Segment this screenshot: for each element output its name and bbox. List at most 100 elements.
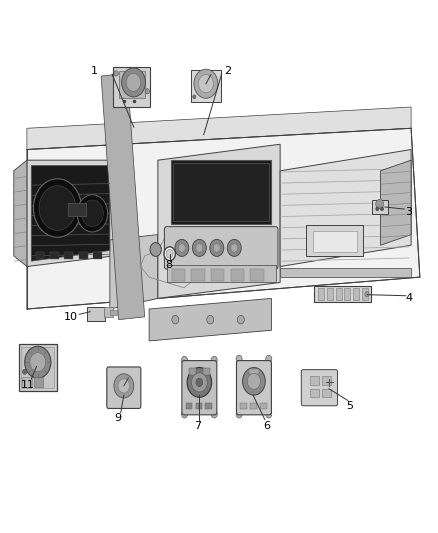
- Circle shape: [266, 356, 272, 363]
- Polygon shape: [31, 165, 110, 261]
- Text: 1: 1: [91, 66, 98, 76]
- Circle shape: [181, 357, 187, 364]
- FancyBboxPatch shape: [301, 369, 338, 406]
- Polygon shape: [27, 160, 114, 266]
- Text: 2: 2: [224, 66, 231, 76]
- Circle shape: [376, 199, 384, 209]
- Circle shape: [243, 368, 265, 395]
- FancyBboxPatch shape: [107, 367, 141, 408]
- Polygon shape: [158, 144, 280, 298]
- Circle shape: [191, 373, 207, 392]
- Bar: [189, 368, 196, 375]
- Circle shape: [39, 185, 76, 230]
- Bar: [310, 376, 318, 384]
- Circle shape: [192, 239, 206, 256]
- Bar: [93, 252, 102, 259]
- Bar: [310, 389, 318, 397]
- Circle shape: [114, 374, 134, 398]
- Circle shape: [178, 244, 185, 252]
- Circle shape: [77, 195, 108, 232]
- Bar: [110, 310, 117, 315]
- Bar: [205, 402, 212, 409]
- Bar: [353, 288, 359, 300]
- Bar: [251, 269, 264, 281]
- Text: 8: 8: [165, 261, 172, 270]
- Circle shape: [247, 373, 261, 389]
- Bar: [322, 376, 331, 384]
- Bar: [362, 288, 368, 300]
- Bar: [119, 71, 145, 98]
- Bar: [18, 344, 57, 391]
- Circle shape: [365, 292, 369, 297]
- Bar: [372, 200, 388, 214]
- Polygon shape: [27, 107, 411, 150]
- Bar: [318, 288, 324, 300]
- Bar: [322, 389, 331, 397]
- Circle shape: [166, 249, 173, 258]
- Circle shape: [172, 316, 179, 324]
- Bar: [250, 402, 257, 409]
- Circle shape: [237, 316, 244, 324]
- Bar: [22, 377, 32, 386]
- Bar: [231, 269, 244, 281]
- FancyBboxPatch shape: [182, 361, 217, 415]
- Bar: [104, 308, 113, 317]
- Text: 6: 6: [264, 421, 271, 431]
- Bar: [344, 288, 350, 300]
- Circle shape: [33, 179, 81, 237]
- Circle shape: [207, 316, 214, 324]
- Circle shape: [181, 410, 187, 418]
- Text: 11: 11: [21, 379, 35, 390]
- Bar: [64, 252, 73, 259]
- Polygon shape: [149, 298, 272, 341]
- FancyBboxPatch shape: [164, 227, 278, 269]
- Text: 3: 3: [406, 207, 413, 217]
- Circle shape: [266, 410, 272, 418]
- Circle shape: [22, 369, 27, 374]
- Circle shape: [30, 353, 46, 372]
- Circle shape: [150, 243, 161, 256]
- Circle shape: [231, 244, 238, 252]
- FancyBboxPatch shape: [237, 361, 272, 415]
- Bar: [314, 286, 371, 302]
- Bar: [171, 160, 272, 224]
- Bar: [203, 368, 210, 375]
- Polygon shape: [27, 128, 420, 309]
- Bar: [166, 265, 276, 282]
- Bar: [186, 402, 192, 409]
- Text: 5: 5: [346, 401, 353, 411]
- Circle shape: [211, 410, 217, 418]
- Text: 4: 4: [405, 293, 413, 303]
- Circle shape: [81, 200, 103, 227]
- Bar: [211, 269, 224, 281]
- Bar: [260, 402, 267, 409]
- Circle shape: [236, 356, 242, 363]
- Text: 10: 10: [64, 312, 78, 322]
- Circle shape: [211, 357, 217, 364]
- Text: 7: 7: [194, 421, 201, 431]
- Circle shape: [145, 88, 149, 94]
- Bar: [34, 377, 43, 386]
- Circle shape: [213, 244, 220, 252]
- Bar: [68, 203, 86, 216]
- Circle shape: [122, 68, 145, 97]
- Bar: [50, 252, 59, 259]
- Circle shape: [187, 368, 212, 397]
- Text: 9: 9: [114, 413, 121, 423]
- Polygon shape: [381, 160, 411, 245]
- Circle shape: [196, 244, 203, 252]
- Circle shape: [126, 74, 141, 91]
- Circle shape: [114, 71, 118, 76]
- Bar: [113, 67, 150, 107]
- Bar: [336, 288, 342, 300]
- Circle shape: [376, 207, 379, 211]
- Circle shape: [196, 378, 203, 386]
- Bar: [240, 402, 247, 409]
- Bar: [21, 348, 54, 387]
- Bar: [35, 252, 44, 259]
- Bar: [172, 269, 185, 281]
- Bar: [196, 402, 202, 409]
- Bar: [101, 73, 145, 320]
- Bar: [191, 70, 221, 102]
- Circle shape: [198, 75, 213, 93]
